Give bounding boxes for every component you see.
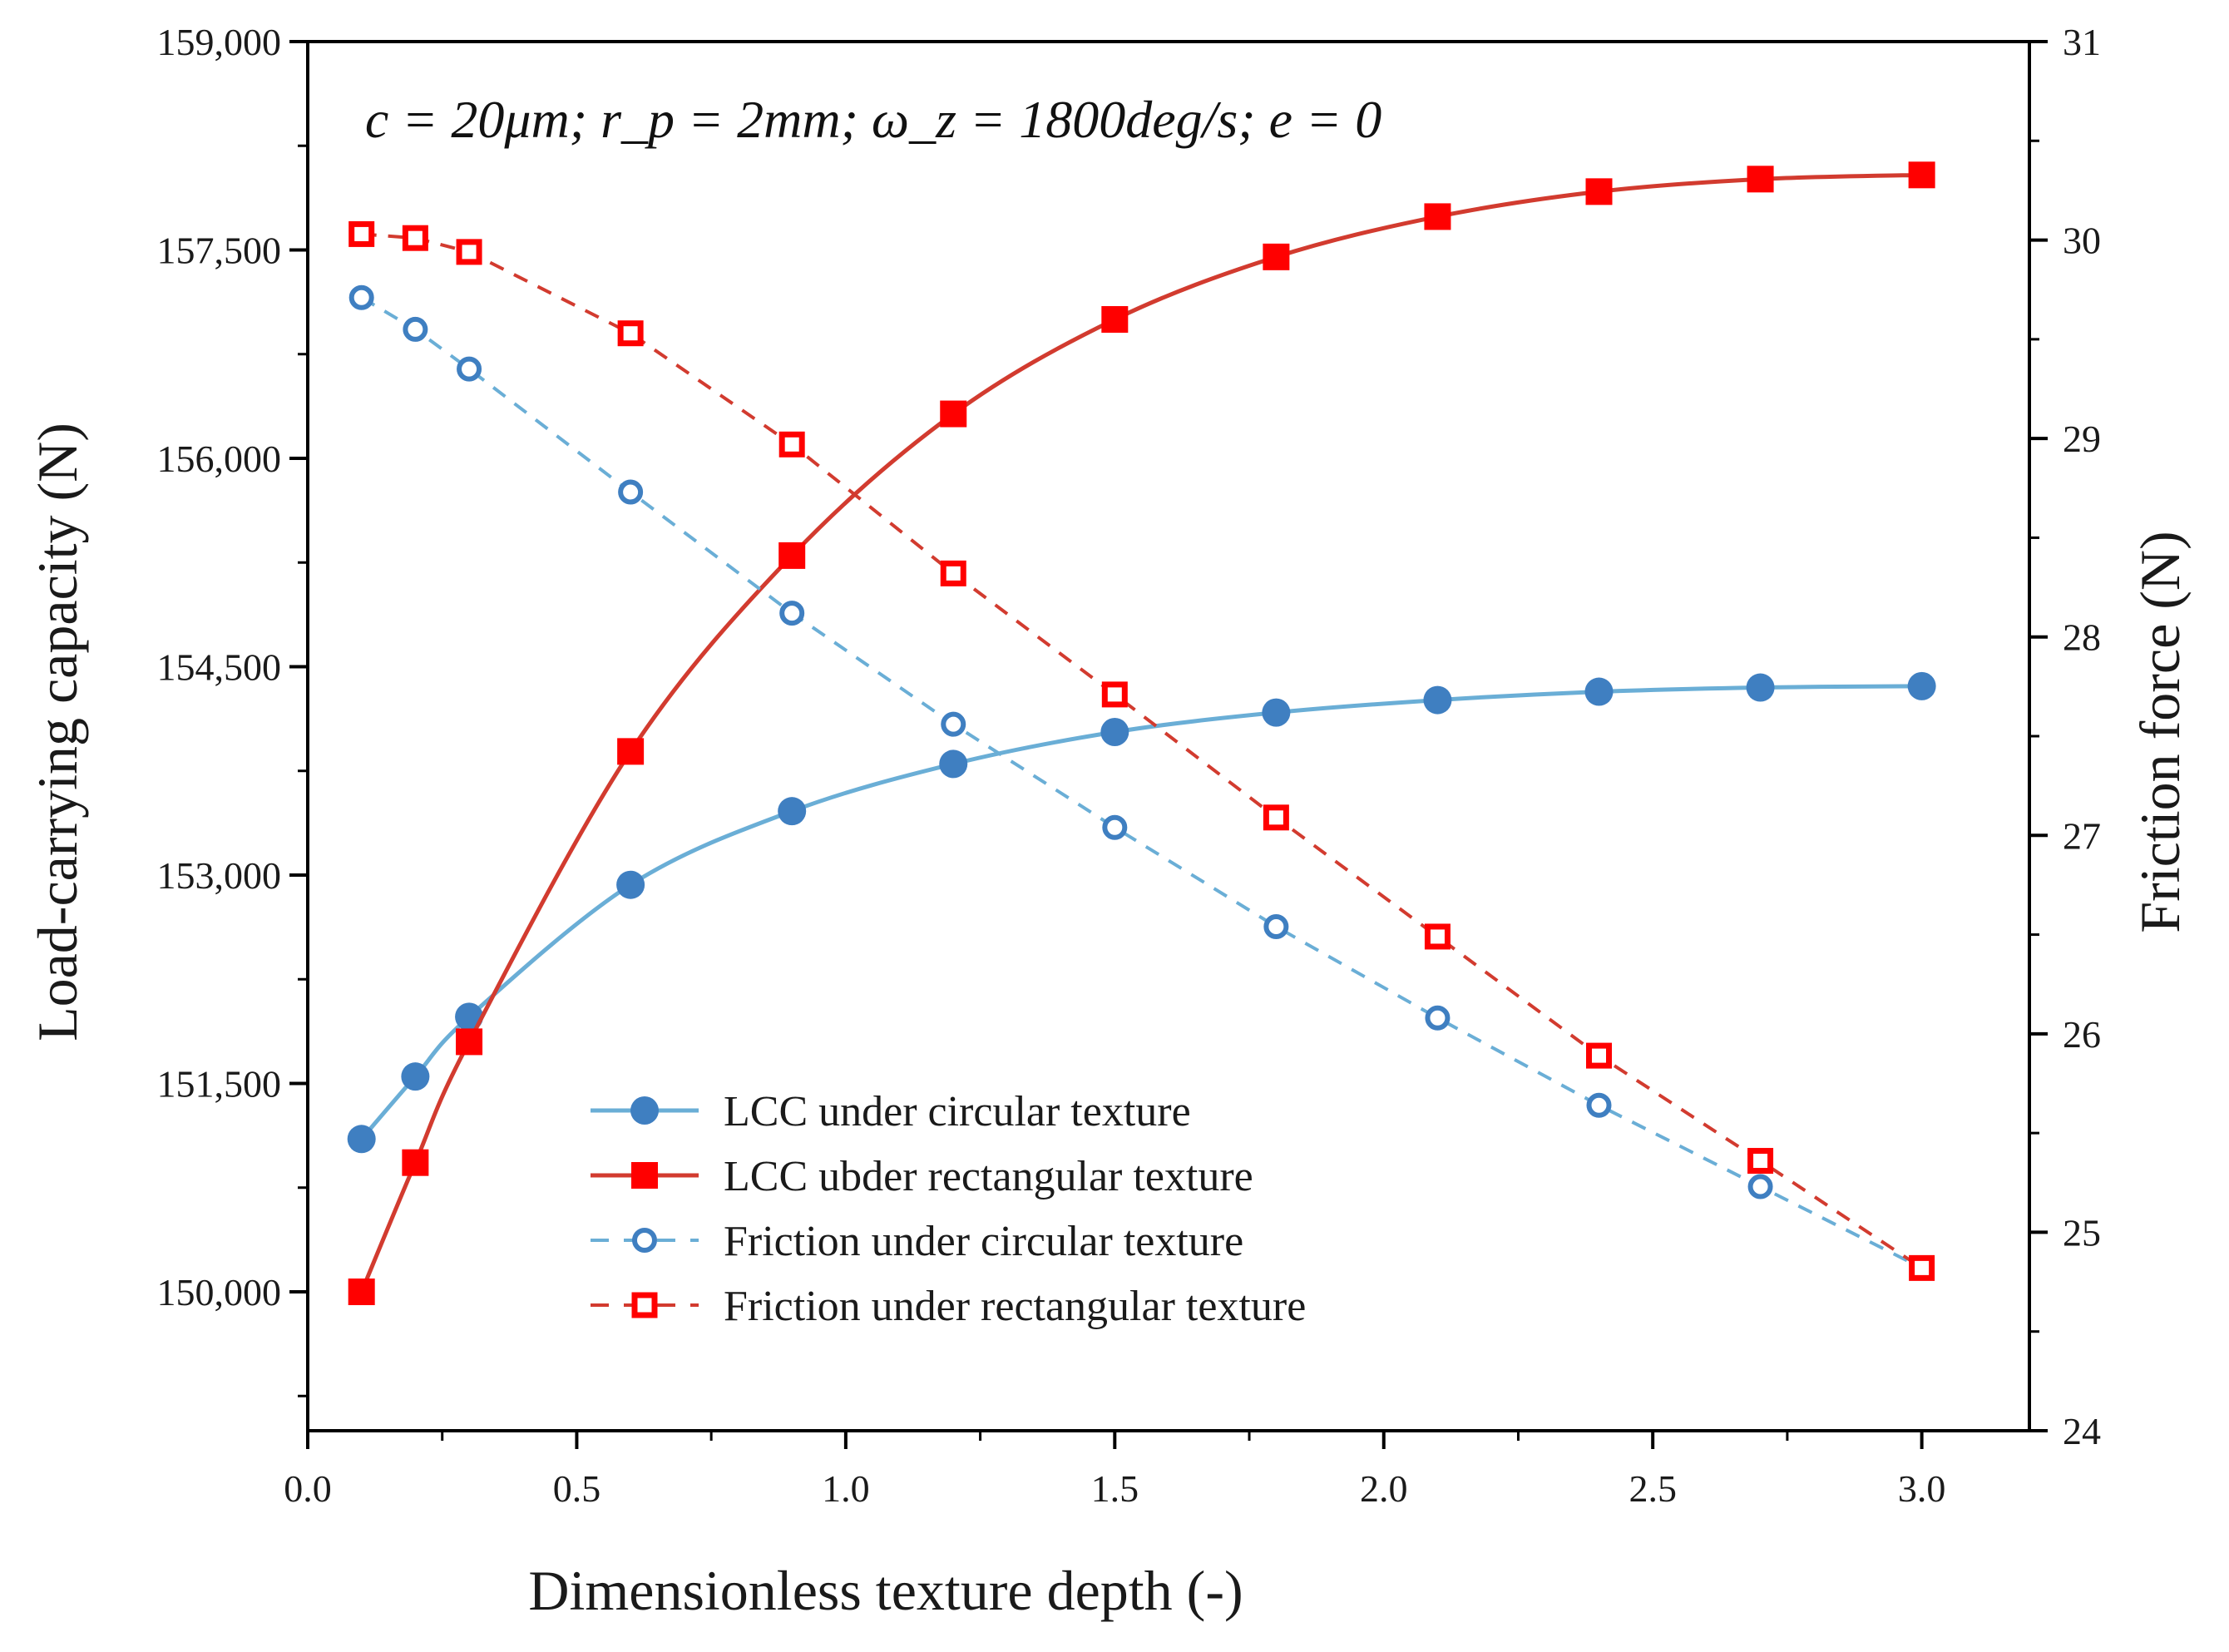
data-point: [1263, 243, 1290, 270]
data-point: [1747, 1174, 1773, 1199]
data-point: [1586, 1042, 1612, 1069]
x-tick-label: 0.0: [284, 1467, 332, 1510]
data-point: [1747, 166, 1774, 193]
y-right-tick-label: 29: [2063, 418, 2101, 460]
y-left-tick-label: 153,000: [157, 854, 282, 897]
y-axis-left-title: Load-carrying capacity (N): [26, 423, 89, 1041]
y-left-tick-label: 150,000: [157, 1271, 282, 1313]
data-point: [1907, 671, 1936, 700]
series-2: [348, 161, 1935, 1305]
data-point: [1424, 203, 1451, 230]
data-point: [1101, 306, 1129, 333]
legend-marker: [631, 1292, 658, 1318]
data-point: [778, 431, 805, 458]
data-point: [348, 284, 374, 310]
axes: 0.0 0.5 1.0 1.5 2.0 2.5 3.0 150,000 151,500 153,0…: [157, 21, 2102, 1510]
legend-label: Friction under circular texture: [724, 1218, 1243, 1265]
data-point: [616, 870, 645, 899]
series-1: [347, 671, 1936, 1154]
data-point: [1586, 1092, 1612, 1118]
y-right-tick-label: 30: [2063, 220, 2101, 262]
x-tick-label: 3.0: [1898, 1467, 1946, 1510]
legend: LCC under circular texture LCC ubder rect…: [591, 1088, 1306, 1330]
legend-marker: [631, 1162, 658, 1189]
data-point: [617, 738, 645, 765]
data-point: [347, 1125, 376, 1154]
data-point: [1424, 923, 1451, 950]
data-point: [1263, 804, 1289, 831]
data-point: [779, 601, 805, 626]
y-left-tick-label: 154,500: [157, 646, 282, 689]
data-point: [1263, 914, 1289, 940]
y-right-tick-label: 25: [2063, 1211, 2101, 1254]
legend-label: LCC under circular texture: [724, 1088, 1191, 1135]
series-line: [359, 684, 1922, 1140]
data-point: [1100, 717, 1129, 746]
data-point: [1908, 161, 1935, 189]
data-point: [1262, 698, 1291, 727]
legend-label: Friction under rectangular texture: [724, 1283, 1306, 1330]
data-point: [941, 711, 966, 737]
data-point: [401, 1062, 430, 1091]
data-point: [456, 1028, 483, 1056]
legend-marker: [632, 1228, 657, 1253]
data-point: [617, 320, 644, 347]
data-point: [778, 542, 806, 569]
series-3: [348, 284, 1935, 1281]
data-point: [1425, 1005, 1451, 1031]
x-tick-label: 0.5: [553, 1467, 601, 1510]
data-point: [1584, 677, 1614, 706]
data-point: [1585, 178, 1613, 205]
data-point: [939, 749, 968, 779]
data-point: [402, 1149, 429, 1176]
series-layer: [347, 161, 1936, 1305]
data-point: [778, 797, 807, 826]
data-point: [457, 356, 482, 382]
y-right-tick-label: 26: [2063, 1013, 2101, 1056]
data-point: [1102, 814, 1128, 840]
y-right-tick-label: 27: [2063, 814, 2101, 857]
x-tick-label: 1.0: [822, 1467, 870, 1510]
data-point: [1747, 1148, 1774, 1175]
y-right-tick-label: 24: [2063, 1410, 2101, 1452]
y-left-tick-label: 156,000: [157, 438, 282, 480]
data-point: [1101, 681, 1128, 708]
data-point: [456, 239, 482, 265]
data-point: [1423, 685, 1452, 715]
y-left-tick-label: 151,500: [157, 1063, 282, 1105]
series-4: [348, 220, 1935, 1281]
y-axis-right-title: Friction force (N): [2128, 531, 2192, 932]
data-point: [940, 560, 966, 586]
legend-marker: [630, 1096, 659, 1125]
data-point: [1746, 673, 1775, 702]
parameter-annotation: c = 20μm; r_p = 2mm; ω_z = 1800deg/s; e …: [365, 90, 1381, 149]
series-line: [361, 232, 1923, 1270]
x-tick-label: 2.0: [1360, 1467, 1408, 1510]
data-point: [402, 225, 428, 251]
x-axis-title: Dimensionless texture depth (-): [528, 1559, 1243, 1622]
data-point: [1909, 1254, 1935, 1281]
y-left-tick-label: 159,000: [157, 21, 282, 63]
y-right-tick-label: 31: [2063, 21, 2101, 63]
data-point: [940, 400, 967, 428]
x-tick-label: 1.5: [1091, 1467, 1139, 1510]
data-point: [348, 220, 375, 247]
data-point: [348, 1279, 375, 1305]
legend-label: LCC ubder rectangular texture: [724, 1153, 1253, 1200]
data-point: [618, 479, 644, 505]
x-tick-label: 2.5: [1629, 1467, 1677, 1510]
y-left-tick-label: 157,500: [157, 230, 282, 272]
y-right-tick-label: 28: [2063, 616, 2101, 659]
data-point: [403, 316, 428, 342]
